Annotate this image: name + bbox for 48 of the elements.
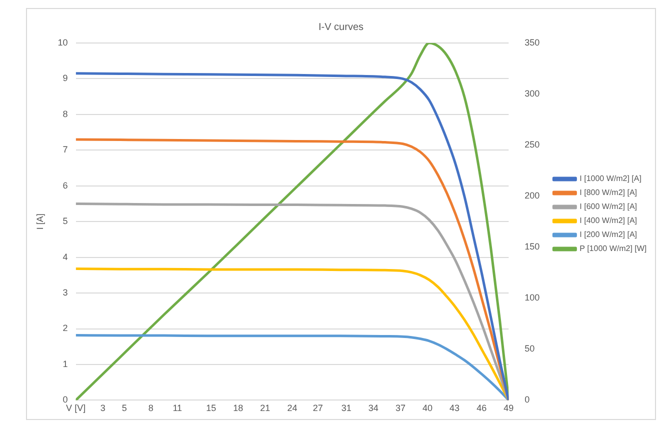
y2-tick-label: 350 (524, 37, 540, 48)
x-tick-label: 3 (100, 403, 106, 414)
y2-tick-label: 50 (524, 344, 535, 354)
y2-tick-label: 0 (524, 394, 530, 405)
y-axis-title: I [A] (34, 214, 45, 230)
x-tick-label: 37 (395, 403, 406, 414)
y-tick-label: 10 (58, 37, 68, 48)
line-series (76, 202, 509, 400)
chart-title: I-V curves (318, 22, 364, 33)
x-tick-label: 8 (148, 403, 154, 414)
legend-label: I [800 W/m2] [A] (580, 188, 638, 198)
y2-tick-label: 250 (524, 140, 540, 150)
x-tick-label: 46 (476, 403, 487, 414)
line-series (76, 268, 509, 400)
x-tick-label: 11 (172, 403, 182, 414)
y-tick-label: 3 (62, 288, 68, 298)
y-tick-label: 2 (62, 323, 68, 334)
x-tick-label: 15 (206, 403, 216, 414)
legend-label: I [1000 W/m2] [A] (580, 174, 642, 184)
y-tick-label: 5 (62, 216, 68, 226)
y2-tick-label: 200 (524, 190, 540, 201)
y-tick-label: 4 (62, 252, 68, 262)
x-tick-label: 5 (122, 403, 127, 414)
x-tick-label: 18 (233, 403, 244, 414)
legend-label: I [600 W/m2] [A] (580, 202, 638, 212)
x-tick-label: 49 (504, 403, 514, 414)
y-tick-label: 0 (62, 394, 68, 405)
y2-tick-label: 300 (524, 88, 540, 99)
x-tick-label: V [V] (66, 403, 86, 414)
y2-tick-label: 100 (524, 292, 540, 303)
line-series (76, 138, 509, 400)
y-tick-label: 6 (62, 180, 68, 190)
y2-tick-label: 150 (524, 242, 540, 252)
y-tick-label: 8 (62, 108, 68, 119)
legend-label: I [200 W/m2] [A] (580, 230, 638, 240)
line-series (76, 334, 509, 400)
x-tick-label: 40 (422, 403, 432, 414)
legend-label: P [1000 W/m2] [W] (580, 244, 647, 254)
y-tick-label: 1 (62, 358, 68, 369)
x-tick-label: 24 (287, 403, 298, 414)
x-tick-label: 21 (260, 403, 270, 414)
x-tick-label: 31 (341, 403, 352, 414)
x-tick-label: 27 (312, 403, 323, 414)
x-tick-label: 43 (450, 403, 460, 414)
y-tick-label: 7 (62, 144, 68, 155)
x-tick-label: 34 (368, 403, 378, 414)
y-tick-label: 9 (62, 73, 68, 84)
legend-label: I [400 W/m2] [A] (580, 216, 638, 226)
